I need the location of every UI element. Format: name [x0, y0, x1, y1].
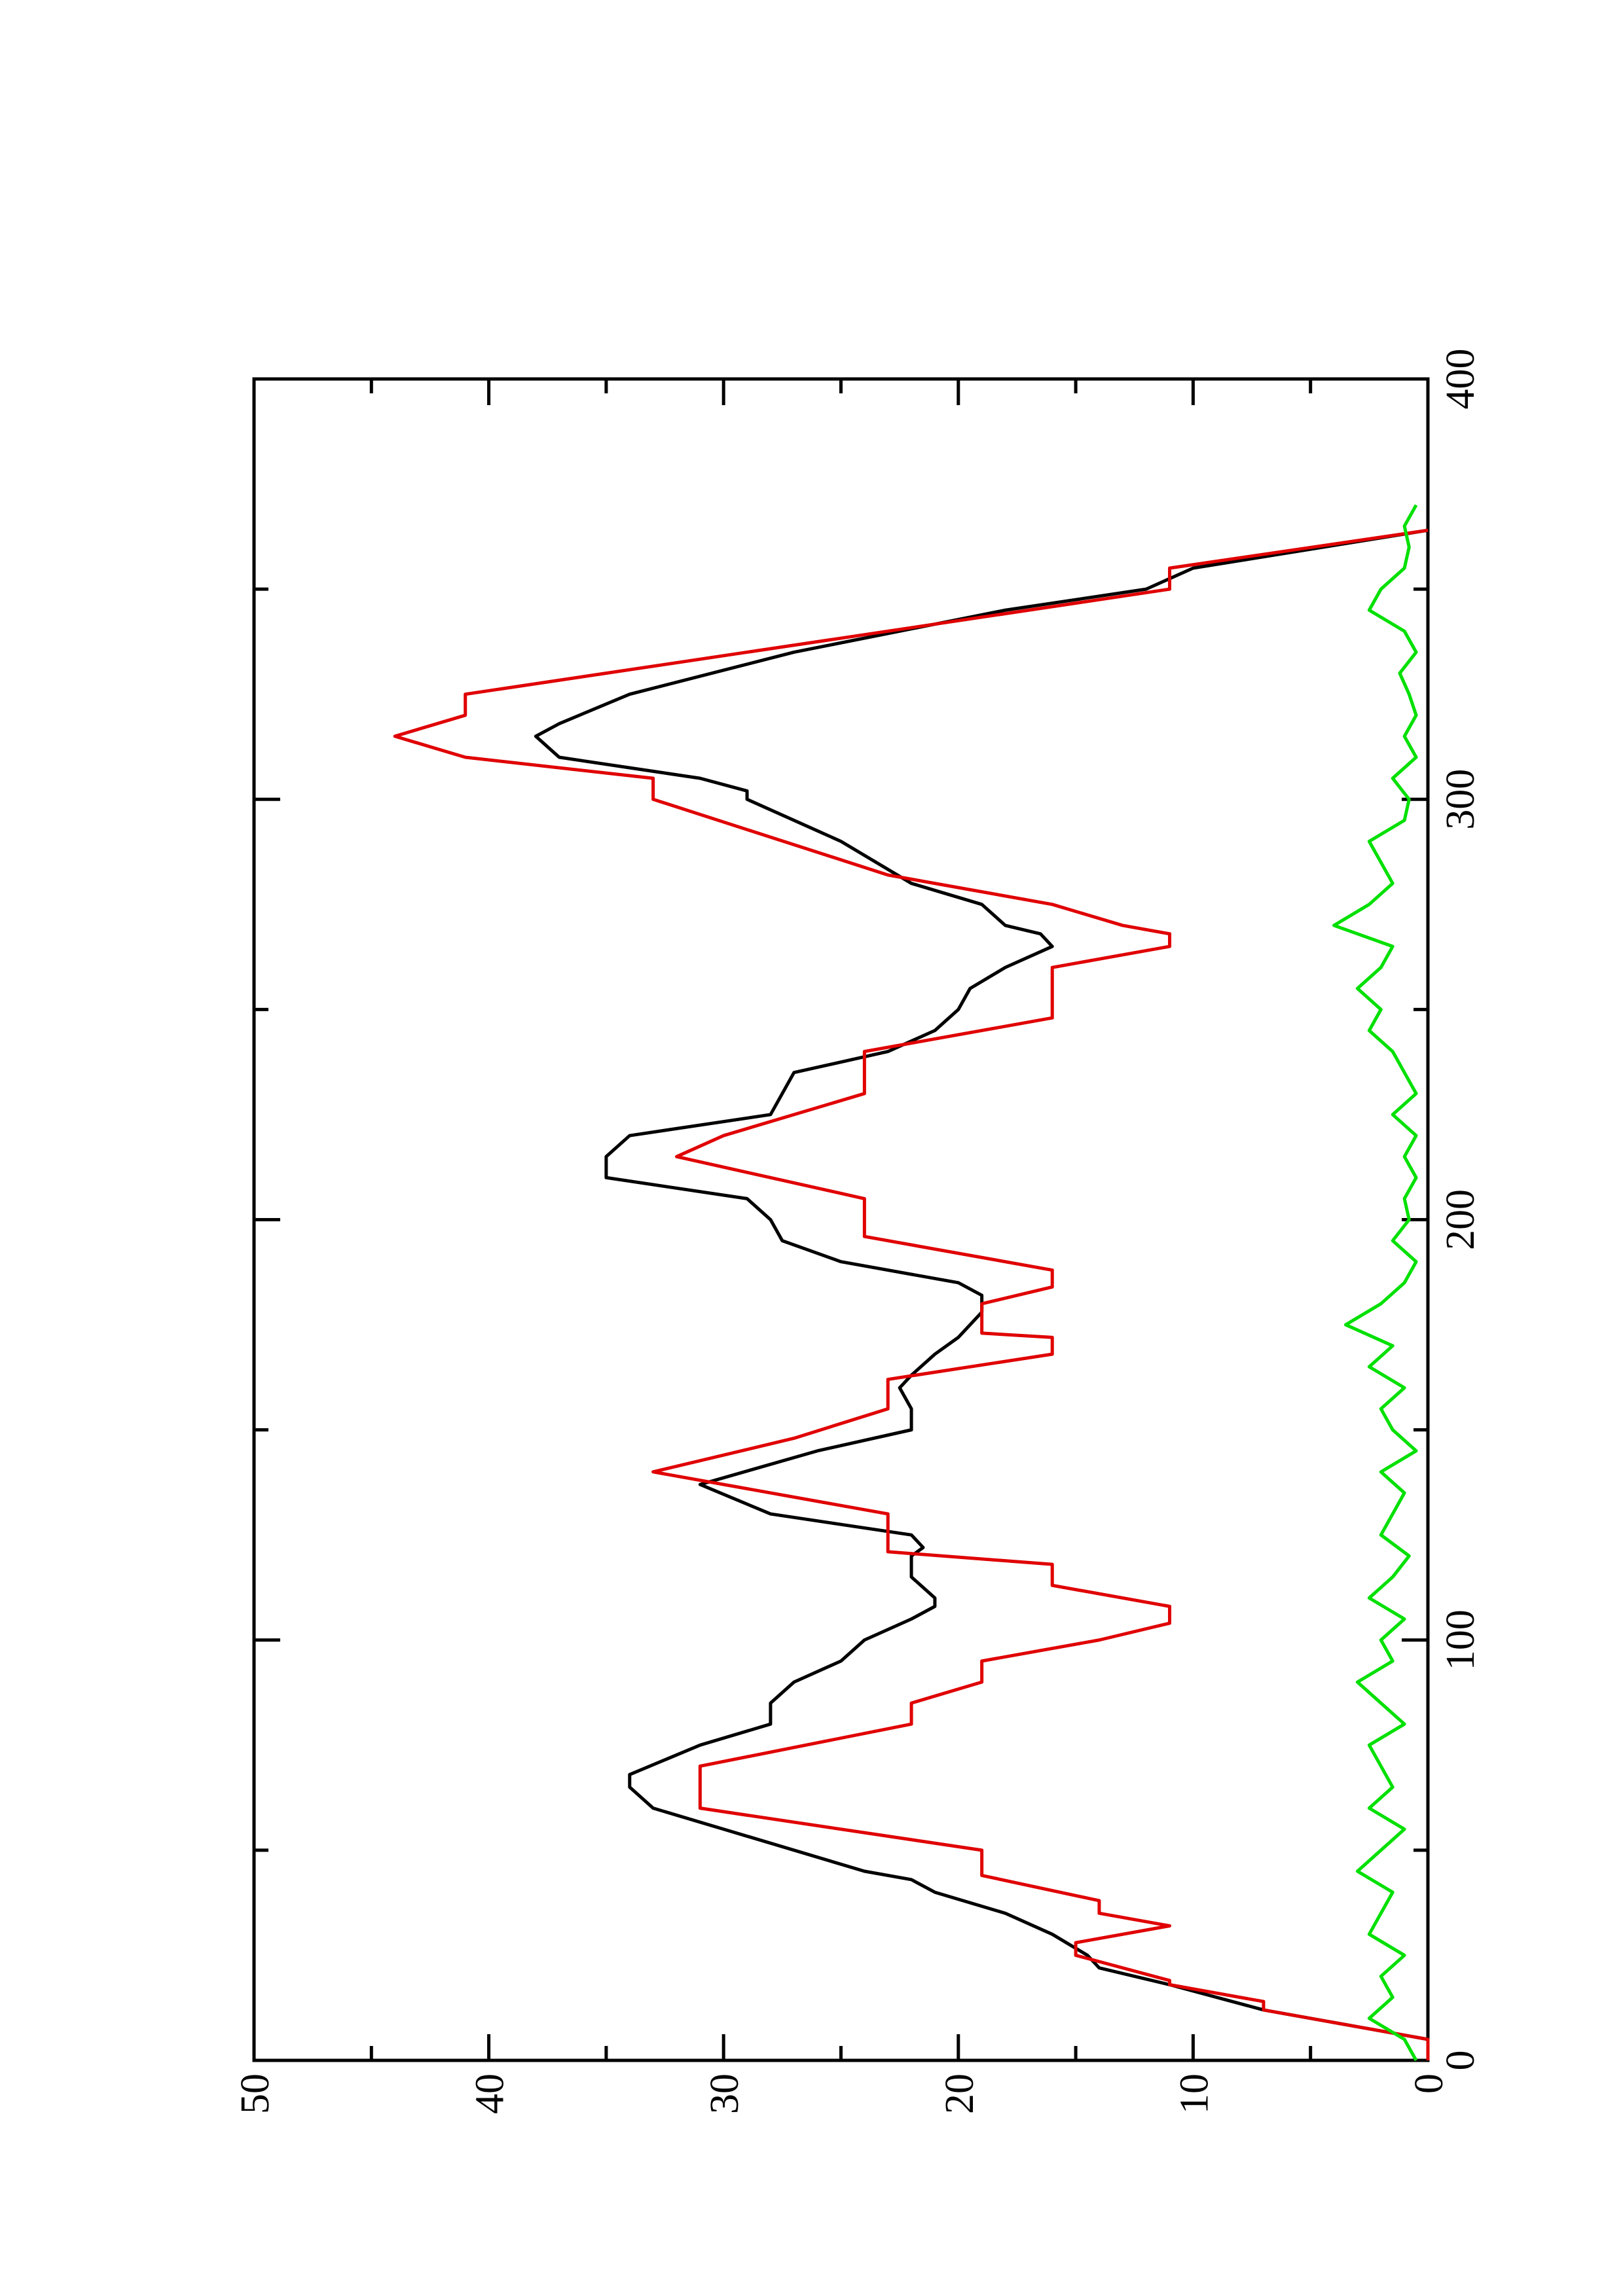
plot-frame: [252, 377, 1430, 2062]
y-tick-label: 0: [1407, 2073, 1451, 2094]
y-tick-label: 20: [938, 2073, 982, 2114]
y-tick-label: 40: [468, 2073, 513, 2114]
y-tick-label: 50: [233, 2073, 278, 2114]
data-line: [1332, 504, 1418, 2062]
data-line: [393, 528, 1430, 2060]
x-tick-label: 400: [1438, 349, 1483, 410]
y-tick-label: 30: [702, 2073, 747, 2114]
x-tick-label: 300: [1438, 769, 1483, 830]
x-tick-label: 200: [1438, 1189, 1483, 1250]
data-line: [534, 528, 1430, 2060]
plot-group: 0 100 200 300 400 0 10 20 30 40 50: [233, 349, 1483, 2115]
y-tick-label: 10: [1172, 2073, 1216, 2114]
x-tick-label: 0: [1438, 2051, 1483, 2071]
x-tick-label: 100: [1438, 1609, 1483, 1670]
